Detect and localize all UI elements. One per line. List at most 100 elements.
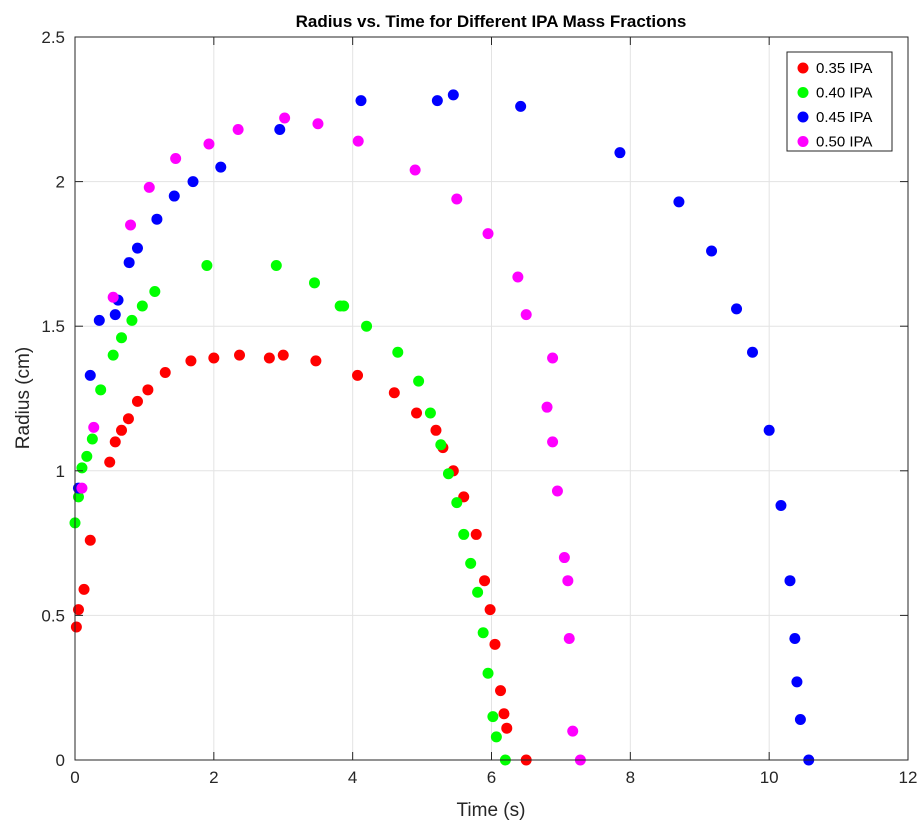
x-tick-label: 4 [348, 768, 357, 787]
data-point [143, 181, 155, 193]
data-point [308, 277, 320, 289]
series-group [70, 349, 532, 766]
data-point [123, 257, 135, 269]
data-point [409, 164, 421, 176]
data-point [784, 575, 796, 587]
data-point [484, 604, 496, 616]
data-point [215, 161, 227, 173]
data-point [88, 421, 100, 433]
data-point [431, 95, 443, 107]
data-point [310, 355, 322, 367]
data-point [424, 407, 436, 419]
data-point [159, 366, 171, 378]
data-point [435, 439, 447, 451]
data-point [563, 633, 575, 645]
series-group [76, 112, 586, 766]
data-point [201, 259, 213, 271]
data-point [465, 557, 477, 569]
data-point [109, 309, 121, 321]
data-point [614, 147, 626, 159]
legend-marker [797, 111, 809, 123]
y-tick-label: 1.5 [41, 317, 65, 336]
data-point [470, 528, 482, 540]
data-point [104, 456, 116, 468]
data-point [451, 193, 463, 205]
series-group [72, 89, 815, 766]
data-point [232, 124, 244, 136]
data-point [706, 245, 718, 257]
y-tick-label: 0 [56, 751, 65, 770]
data-point [203, 138, 215, 150]
data-point [447, 89, 459, 101]
data-point [274, 124, 286, 136]
data-point [355, 95, 367, 107]
data-point [520, 309, 532, 321]
data-point [551, 485, 563, 497]
legend: 0.35 IPA 0.40 IPA 0.45 IPA 0.50 IPA [786, 51, 893, 152]
data-point [86, 433, 98, 445]
data-point [170, 152, 182, 164]
legend-marker [797, 87, 809, 98]
data-point [458, 528, 470, 540]
data-point [126, 314, 138, 326]
data-point [122, 413, 134, 425]
axis-ticks [74, 36, 909, 761]
data-point [791, 676, 803, 688]
data-point [763, 424, 775, 436]
legend-label: 0.45 IPA [816, 109, 872, 126]
data-point [413, 375, 425, 387]
data-point [270, 259, 282, 271]
data-point [168, 190, 180, 202]
data-point [794, 714, 806, 726]
x-tick-label: 0 [70, 768, 79, 787]
data-point [136, 300, 148, 312]
data-point [430, 424, 442, 436]
data-point [116, 424, 128, 436]
data-point [279, 112, 291, 124]
y-tick-label: 2 [56, 173, 65, 192]
data-point [558, 552, 570, 564]
data-point [547, 436, 559, 448]
data-point [747, 346, 759, 358]
data-point [81, 450, 93, 462]
data-point [107, 291, 119, 303]
tick-labels: 0 2 4 6 8 10 12 0 0.5 1 1.5 2 2.5 [41, 28, 917, 787]
data-point [482, 667, 494, 679]
data-point [482, 228, 494, 240]
legend-label: 0.40 IPA [816, 85, 872, 102]
data-point [501, 722, 513, 734]
data-point [142, 384, 154, 396]
data-point [72, 604, 84, 616]
data-point [70, 621, 82, 633]
data-point [512, 271, 524, 283]
data-point [547, 352, 559, 364]
data-point [84, 534, 96, 546]
data-point [789, 633, 801, 645]
data-point [151, 213, 163, 225]
legend-label: 0.35 IPA [816, 60, 872, 77]
x-tick-label: 8 [626, 768, 635, 787]
data-point [451, 497, 463, 509]
chart-title: Radius vs. Time for Different IPA Mass F… [296, 12, 687, 31]
y-tick-label: 0.5 [41, 606, 65, 625]
data-point [392, 346, 404, 358]
data-point [312, 118, 324, 130]
data-point [490, 731, 502, 743]
data-point [495, 685, 507, 697]
y-tick-label: 1 [56, 462, 65, 481]
data-point [338, 300, 350, 312]
x-axis-title: Time (s) [457, 800, 526, 821]
data-point [109, 436, 121, 448]
data-point [76, 482, 88, 494]
data-point [731, 303, 743, 315]
data-point [131, 395, 143, 407]
legend-marker [797, 62, 809, 74]
data-point [116, 332, 128, 344]
data-point [263, 352, 275, 364]
y-tick-label: 2.5 [41, 28, 65, 47]
data-point [352, 135, 364, 147]
data-point [541, 401, 553, 413]
data-point [149, 285, 161, 297]
